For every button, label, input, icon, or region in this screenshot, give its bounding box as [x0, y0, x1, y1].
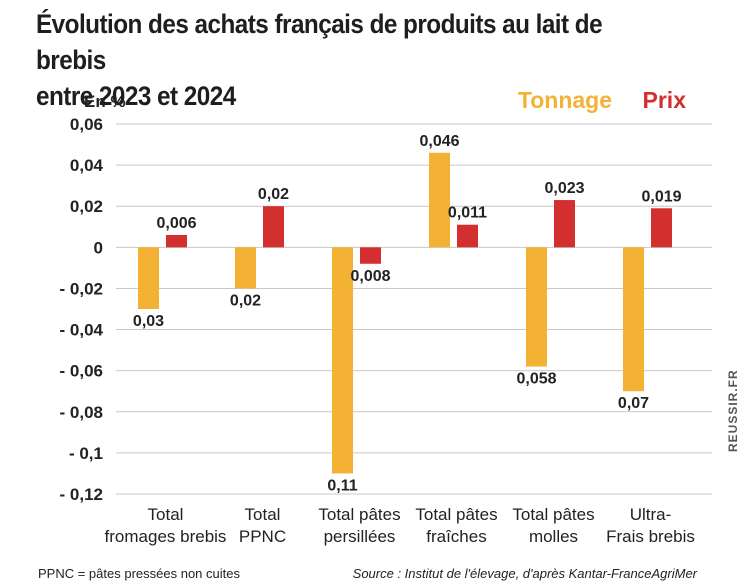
bar-tonnage [623, 247, 644, 392]
chart-title: Évolution des achats français de produit… [36, 6, 666, 114]
y-tick-label: - 0,06 [60, 362, 103, 381]
legend-tonnage: Tonnage [518, 87, 612, 113]
data-label: 0,046 [419, 133, 459, 150]
legend-prix: Prix [643, 87, 687, 113]
bar-tonnage [235, 247, 256, 289]
y-tick-label: 0,04 [70, 156, 104, 175]
y-tick-label: 0 [94, 238, 103, 257]
y-tick-label: - 0,02 [60, 279, 103, 298]
data-label: 0,011 [448, 205, 487, 222]
bar-tonnage [429, 152, 450, 248]
bar-prix [263, 206, 284, 248]
bar-prix [554, 200, 575, 248]
source-note: Source : Institut de l'élevage, d'après … [352, 566, 697, 581]
data-label: 0,02 [230, 292, 261, 309]
y-tick-label: 0,02 [70, 197, 103, 216]
x-tick-label: PPNC [239, 527, 286, 546]
x-tick-label: Frais brebis [606, 527, 695, 546]
bar-tonnage [138, 247, 159, 309]
chart-title-line-1: Évolution des achats français de produit… [36, 9, 603, 75]
y-tick-label: - 0,04 [60, 321, 104, 340]
x-tick-label: Total [148, 505, 184, 524]
x-tick-label: Ultra- [630, 505, 672, 524]
x-tick-label: fromages brebis [105, 527, 227, 546]
bar-prix [651, 208, 672, 248]
data-label: 0,006 [156, 215, 196, 232]
footnote: PPNC = pâtes pressées non cuites [38, 566, 240, 581]
x-tick-label: Total pâtes [512, 505, 594, 524]
x-tick-label: persillées [324, 527, 396, 546]
y-tick-label: - 0,1 [69, 444, 103, 463]
x-tick-label: Total pâtes [415, 505, 497, 524]
x-tick-label: Total [245, 505, 281, 524]
bar-tonnage [332, 247, 353, 474]
bar-prix [166, 235, 187, 248]
x-tick-label: Total pâtes [318, 505, 400, 524]
chart-title-line-2: entre 2023 et 2024 [36, 81, 236, 111]
data-label: 0,11 [327, 477, 357, 494]
y-tick-label: - 0,08 [60, 403, 103, 422]
bar-tonnage [526, 247, 547, 367]
brand-watermark: REUSSIR.FR [726, 369, 740, 452]
data-label: 0,02 [258, 186, 289, 203]
data-label: 0,058 [516, 371, 556, 388]
bar-prix [360, 247, 381, 264]
data-label: 0,03 [133, 313, 164, 330]
x-tick-label: molles [529, 527, 578, 546]
data-label: 0,07 [618, 395, 649, 412]
data-label: 0,019 [641, 188, 681, 205]
y-axis-label: En % [84, 92, 126, 111]
y-tick-label: 0,06 [70, 115, 103, 134]
x-tick-label: fraîches [426, 527, 486, 546]
y-tick-label: - 0,12 [60, 485, 103, 504]
bar-prix [457, 224, 478, 248]
data-label: 0,008 [350, 268, 390, 285]
data-label: 0,023 [544, 180, 584, 197]
